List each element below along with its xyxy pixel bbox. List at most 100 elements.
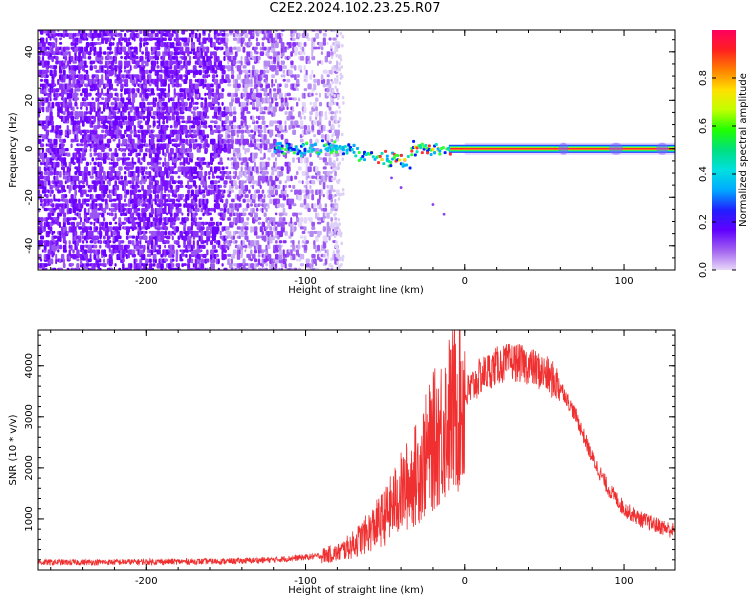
heatmap-cell: [156, 194, 160, 199]
heatmap-cell: [57, 235, 60, 242]
heatmap-cell: [145, 92, 149, 99]
heatmap-cell: [276, 134, 282, 138]
heatmap-cell: [97, 253, 100, 261]
heatmap-cell: [307, 124, 310, 132]
heatmap-cell: [202, 69, 205, 74]
heatmap-cell: [255, 115, 258, 119]
heatmap-cell: [97, 217, 100, 224]
heatmap-cell: [101, 180, 104, 185]
heatmap-cell: [187, 212, 190, 217]
heatmap-cell: [127, 235, 133, 239]
heatmap-cell: [429, 152, 433, 156]
heatmap-cell: [297, 221, 303, 227]
heatmap-cell: [131, 198, 134, 204]
heatmap-cell: [318, 194, 321, 201]
heatmap-cell: [38, 189, 41, 195]
heatmap-cell: [263, 106, 268, 111]
heatmap-cell: [185, 217, 189, 222]
heatmap-cell: [45, 30, 49, 34]
heatmap-cell: [259, 203, 263, 207]
heatmap-cell: [340, 74, 344, 79]
heatmap-cell: [255, 235, 260, 239]
heatmap-cell: [257, 221, 261, 225]
heatmap-cell: [338, 193, 341, 197]
heatmap-cell: [93, 249, 96, 255]
heatmap-cell: [303, 244, 308, 251]
heatmap-cell: [167, 83, 170, 90]
heatmap-cell: [127, 88, 131, 95]
heatmap-cell: [175, 78, 179, 86]
heatmap-cell: [357, 151, 361, 155]
heatmap-cell: [41, 51, 46, 56]
heatmap-cell: [76, 92, 79, 96]
heatmap-cell: [335, 144, 339, 148]
heatmap-cell: [99, 244, 102, 249]
heatmap-cell: [129, 161, 132, 166]
heatmap-cell: [125, 157, 130, 161]
heatmap-cell: [97, 32, 102, 38]
heatmap-cell: [265, 249, 269, 256]
heatmap-cell: [297, 32, 301, 37]
heatmap-cell: [330, 69, 333, 75]
heatmap-cell: [99, 111, 102, 114]
heatmap-cell: [139, 46, 142, 53]
heatmap-cell: [227, 134, 231, 139]
heatmap-cell: [209, 120, 215, 124]
heatmap-cell: [209, 249, 215, 255]
heatmap-cell: [242, 65, 247, 69]
heatmap-cell: [101, 97, 105, 101]
heatmap-cell: [76, 74, 79, 79]
heatmap-cell: [187, 37, 190, 44]
heatmap-cell: [339, 31, 343, 36]
heatmap-cell: [267, 83, 271, 89]
heatmap-cell: [164, 244, 167, 249]
heatmap-cell: [242, 180, 245, 185]
heatmap-cell: [328, 37, 332, 41]
heatmap-cell: [274, 78, 277, 84]
heatmap-cell: [253, 203, 257, 208]
heatmap-cell: [175, 212, 179, 217]
heatmap-cell: [286, 106, 289, 110]
heatmap-cell: [324, 30, 328, 33]
heatmap-cell: [87, 143, 91, 147]
heatmap-cell: [309, 217, 313, 223]
heatmap-cell: [188, 78, 193, 86]
heatmap-cell: [49, 198, 53, 203]
heatmap-cell: [51, 230, 54, 236]
heatmap-cell: [331, 225, 335, 230]
heatmap-cell: [99, 161, 103, 168]
heatmap-cell: [192, 263, 195, 268]
heatmap-cell: [309, 161, 313, 167]
heatmap-cell: [114, 244, 117, 250]
heatmap-cell: [175, 111, 179, 116]
heatmap-cell: [290, 189, 293, 193]
heatmap-cell: [150, 32, 154, 39]
heatmap-cell: [78, 221, 82, 226]
heatmap-cell: [135, 240, 140, 247]
heatmap-cell: [326, 92, 331, 97]
heatmap-cell: [334, 171, 337, 177]
heatmap-cell: [129, 88, 132, 94]
heatmap-cell: [434, 142, 438, 146]
heatmap-cell: [278, 171, 284, 177]
heatmap-cell: [412, 139, 416, 143]
heatmap-cell: [74, 42, 77, 48]
heatmap-cell: [231, 65, 234, 72]
heatmap-cell: [252, 198, 256, 204]
heatmap-cell: [188, 143, 193, 149]
heatmap-cell: [259, 157, 265, 161]
heatmap-cell: [116, 65, 119, 69]
heatmap-cell: [326, 249, 329, 256]
heatmap-cell: [238, 244, 241, 248]
heatmap-cell: [167, 171, 170, 178]
heatmap-cell: [338, 62, 341, 66]
heatmap-cell: [219, 230, 222, 236]
heatmap-cell: [72, 249, 75, 254]
heatmap-cell: [154, 46, 157, 52]
heatmap-cell: [297, 194, 302, 201]
heatmap-cell: [311, 263, 314, 268]
heatmap-cell: [166, 212, 169, 216]
heatmap-cell: [187, 263, 191, 269]
heatmap-cell: [150, 267, 155, 270]
heatmap-cell: [122, 111, 125, 117]
